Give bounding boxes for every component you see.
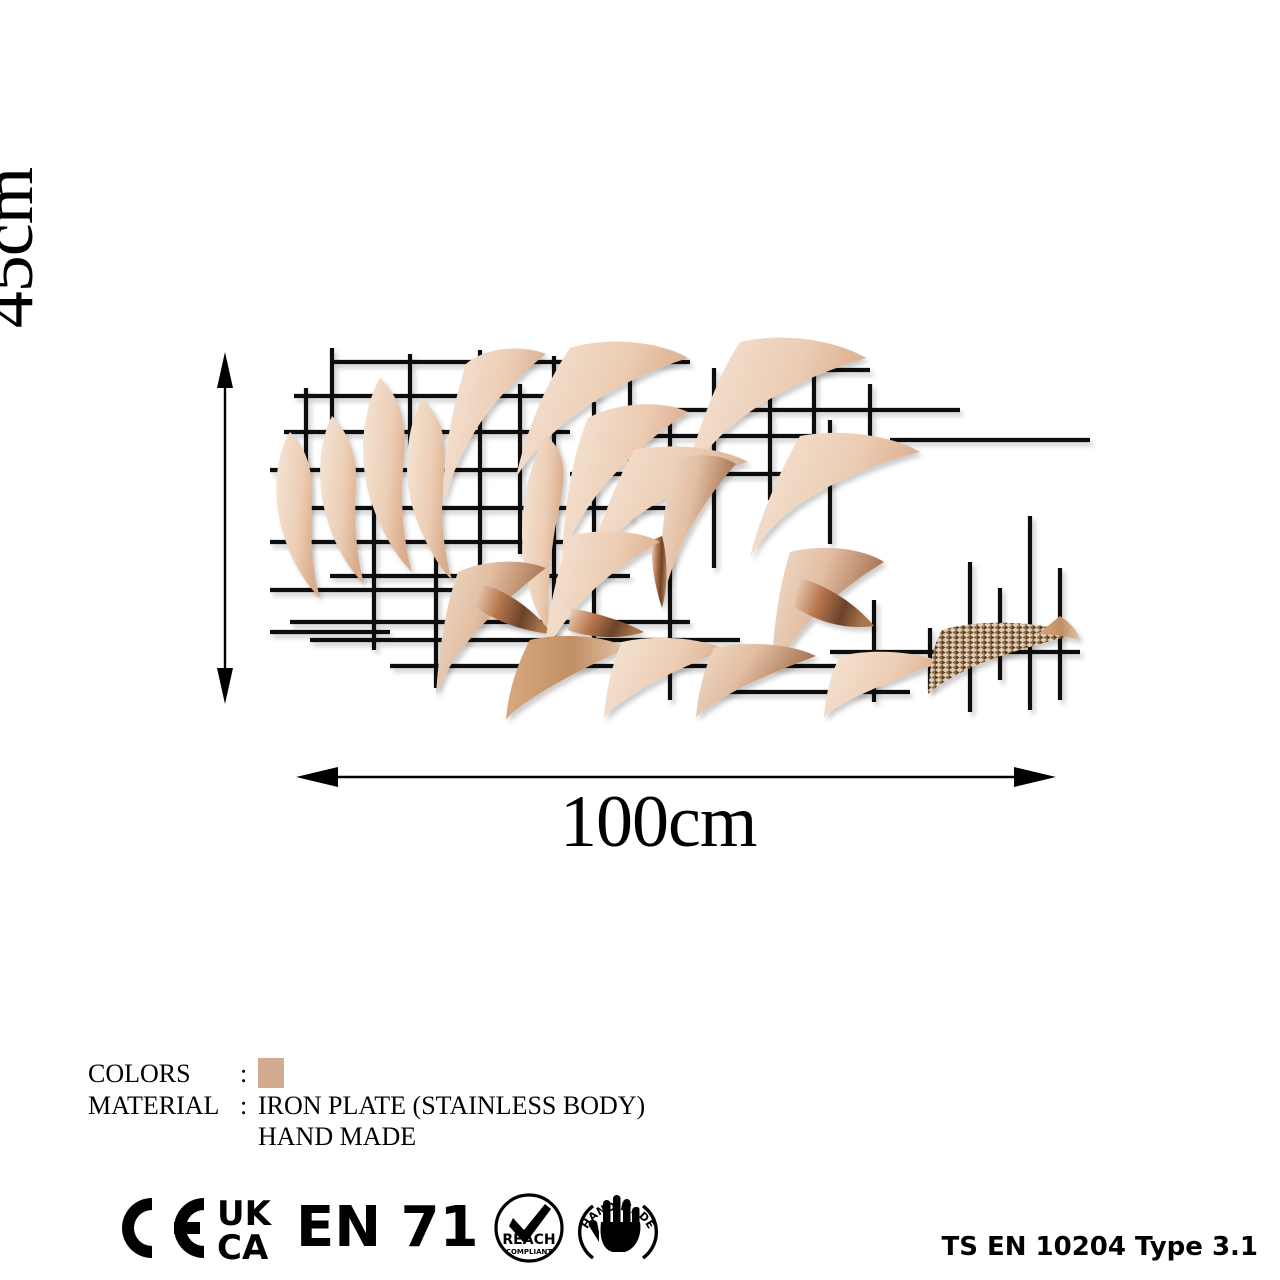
material-value-line2: HAND MADE: [258, 1122, 417, 1152]
ce-mark-icon: [112, 1191, 208, 1265]
standard-label: TS EN 10204 Type 3.1: [941, 1232, 1258, 1262]
ukca-top-text: UK: [217, 1194, 273, 1234]
reach-compliant-icon: REACH COMPLIANT: [493, 1191, 565, 1265]
material-colon: :: [240, 1090, 248, 1120]
height-dimension-label: 45cm: [0, 167, 49, 329]
height-dimension-arrow: [210, 352, 240, 704]
spec-row-material: MATERIAL : IRON PLATE (STAINLESS BODY): [88, 1090, 645, 1122]
width-dimension-label: 100cm: [560, 781, 757, 863]
reach-text: REACH: [502, 1232, 555, 1248]
hand-made-icon: HAND MADE: [573, 1191, 663, 1265]
material-value: IRON PLATE (STAINLESS BODY): [258, 1090, 646, 1120]
width-dimension-arrow: [296, 762, 1056, 792]
colors-label: COLORS: [88, 1059, 191, 1088]
reach-sub-text: COMPLIANT: [505, 1248, 552, 1256]
ukca-mark-icon: UK CA: [216, 1191, 278, 1265]
material-label: MATERIAL: [88, 1090, 220, 1120]
color-swatch: [258, 1058, 284, 1088]
spec-block: COLORS : MATERIAL : IRON PLATE (STAINLES…: [88, 1058, 645, 1153]
certification-row: UK CA EN 71 REACH COMPLIANT: [112, 1186, 663, 1270]
colors-colon: :: [240, 1059, 248, 1088]
ukca-bottom-text: CA: [217, 1228, 269, 1264]
product-artwork: [270, 337, 1090, 720]
spec-row-colors: COLORS :: [88, 1058, 645, 1090]
en71-label: EN 71: [296, 1195, 479, 1260]
